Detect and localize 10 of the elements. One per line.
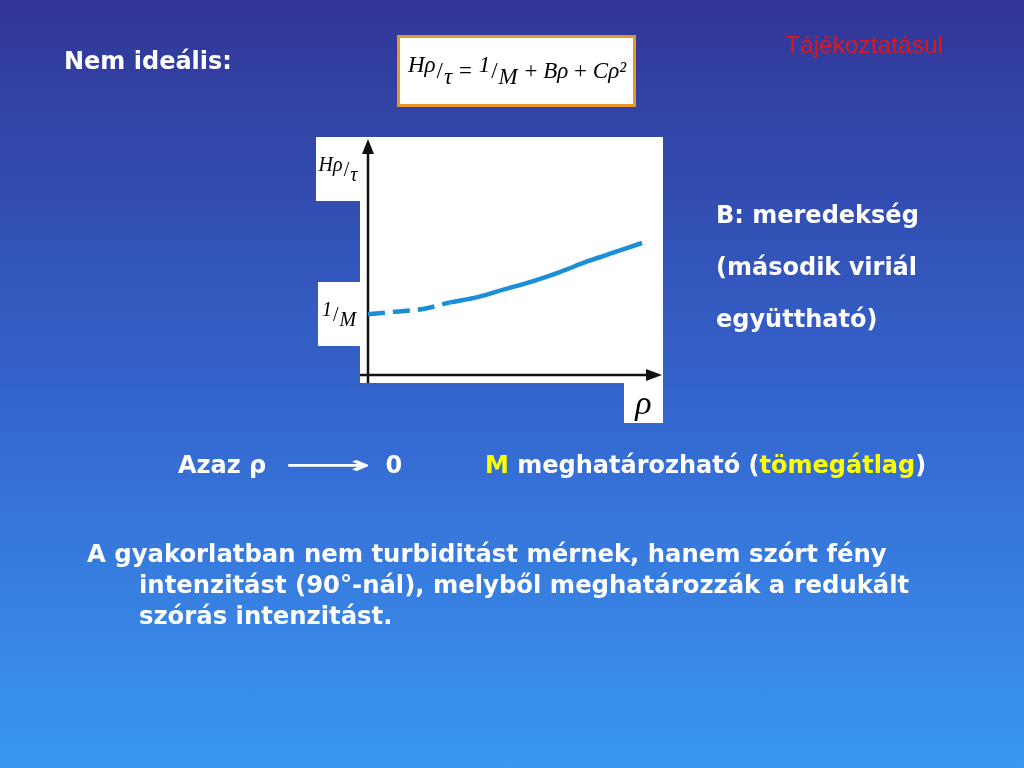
text: 1/M — [321, 297, 357, 330]
y-axis-title: Hρ/τ — [318, 152, 358, 185]
text: M meghatározható (tömegátlag) — [485, 451, 927, 479]
text: Azaz ρ ⟶ 0 — [178, 451, 403, 479]
x-axis-title: ρ — [624, 383, 663, 423]
text: Hρ/τ = 1/M + Bρ + Cρ² — [407, 52, 627, 89]
text: A gyakorlatban nem turbiditást mérnek, hanem szórt fény intenzitást (90°-nál), melyből meghatározzák a redukált szórás intenzitást. — [87, 538, 911, 631]
text: Tájékoztatásul — [785, 31, 943, 59]
text: Nem ideális: — [64, 47, 232, 75]
text: B: meredekség (második viriál együttható) — [716, 200, 920, 335]
